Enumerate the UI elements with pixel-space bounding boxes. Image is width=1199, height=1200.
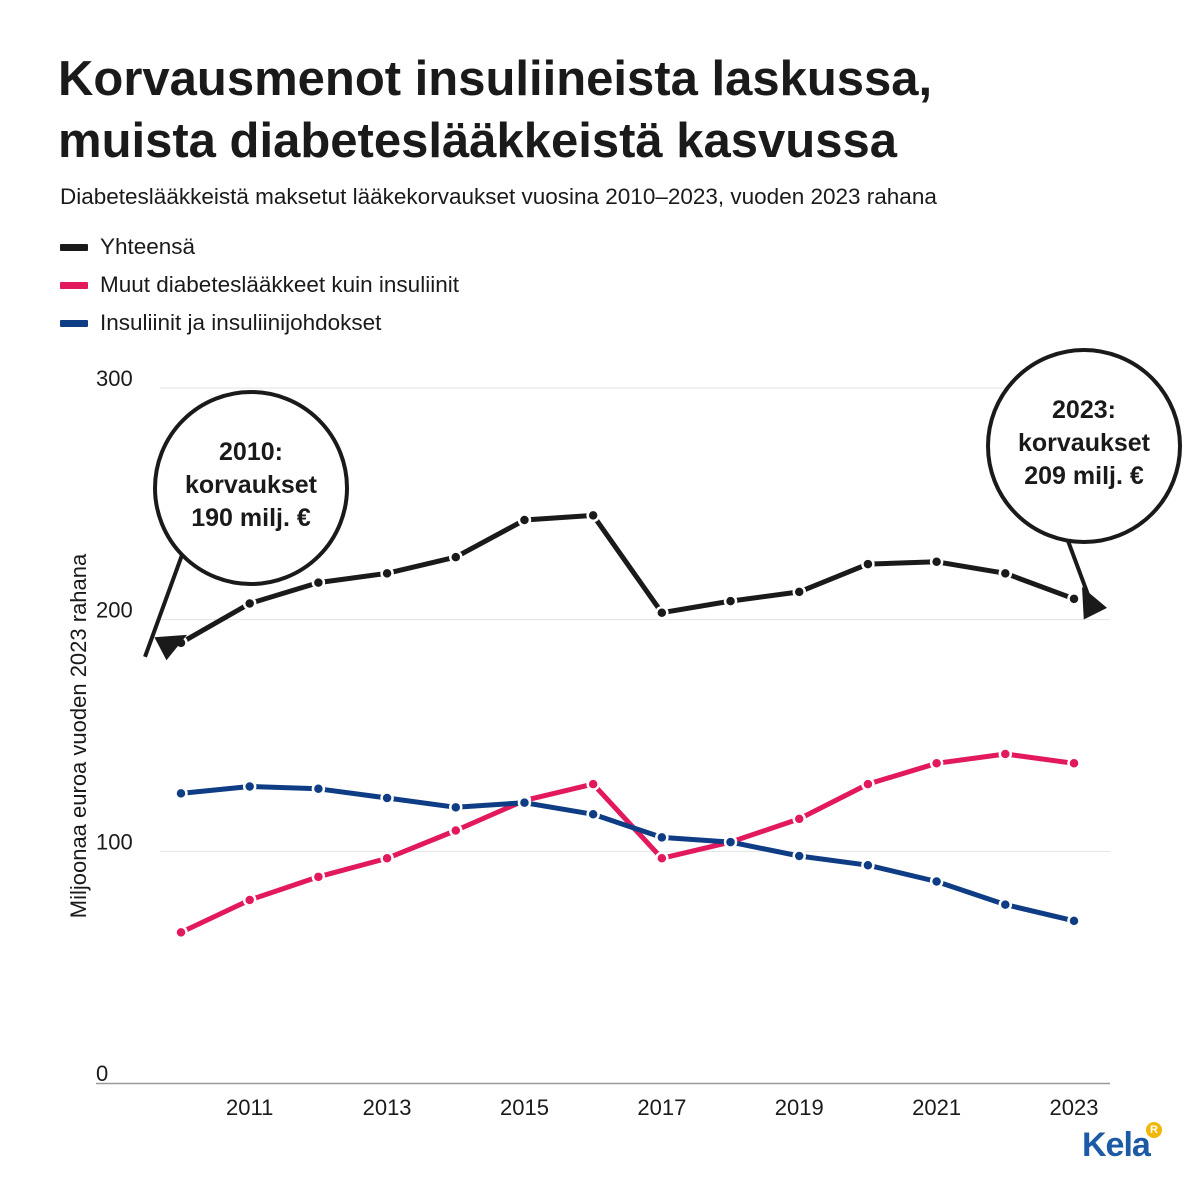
data-point [586, 508, 600, 523]
series-line-0 [178, 512, 1077, 646]
series-line-2 [178, 784, 1077, 924]
callout-text: korvaukset [1018, 429, 1151, 457]
y-axis-title: Miljoonaa euroa vuoden 2023 rahana [66, 553, 91, 918]
callout-text: 2010: [219, 438, 283, 466]
series-line-1 [178, 751, 1077, 935]
data-point [998, 747, 1013, 761]
callout-connector [143, 554, 184, 658]
x-tick-label: 2011 [226, 1095, 273, 1120]
callout-text: 2023: [1052, 396, 1116, 424]
data-point [517, 513, 532, 527]
data-point [861, 858, 875, 872]
y-tick-label: 0 [96, 1061, 108, 1086]
callout-bubble [153, 390, 349, 586]
data-point [380, 566, 394, 581]
x-tick-label: 2015 [500, 1095, 549, 1120]
data-point [1067, 592, 1081, 606]
callout-text: korvaukset [185, 471, 318, 499]
chart-subtitle: Diabeteslääkkeistä maksetut lääkekorvauk… [60, 184, 937, 209]
data-point [311, 782, 326, 796]
callout-arrowhead [1082, 586, 1108, 620]
kela-logo: Kela [1082, 1126, 1151, 1164]
data-point [655, 830, 669, 845]
data-point [449, 823, 463, 838]
x-tick-label: 2019 [775, 1095, 824, 1120]
legend-item-other-drugs: Muut diabeteslääkkeet kuin insuliinit [60, 266, 459, 304]
kela-logo-badge: R [1146, 1122, 1162, 1138]
data-point [929, 756, 944, 771]
legend-label-total: Yhteensä [100, 234, 196, 259]
legend: Yhteensä Muut diabeteslääkkeet kuin insu… [60, 228, 459, 342]
data-point [792, 812, 806, 826]
data-point [655, 605, 669, 620]
data-point [655, 851, 669, 866]
data-point [723, 594, 738, 608]
y-tick-label: 200 [96, 598, 133, 623]
data-point [242, 596, 257, 611]
data-point [174, 925, 188, 940]
callout-arrowhead [154, 634, 187, 661]
data-point [586, 777, 600, 791]
chart-title-line-2: muista diabeteslääkkeistä kasvussa [58, 114, 897, 168]
data-point [311, 870, 326, 884]
data-point [929, 874, 944, 889]
data-point [242, 893, 257, 907]
legend-item-insulins: Insuliinit ja insuliinijohdokset [60, 304, 459, 342]
x-tick-label: 2023 [1050, 1095, 1099, 1120]
data-point [586, 807, 600, 822]
data-point [517, 795, 532, 810]
data-point [861, 557, 875, 571]
x-tick-label: 2013 [363, 1095, 412, 1120]
legend-item-total: Yhteensä [60, 228, 459, 266]
legend-label-insulins: Insuliinit ja insuliinijohdokset [100, 310, 382, 335]
callout-bubble [986, 348, 1182, 544]
legend-swatch-other-drugs [60, 281, 88, 289]
data-point [174, 786, 188, 801]
y-tick-label: 100 [96, 829, 133, 854]
data-point [449, 550, 463, 564]
data-point [311, 575, 326, 590]
data-point [449, 800, 463, 815]
x-tick-label: 2017 [637, 1095, 686, 1120]
data-point [998, 566, 1013, 581]
data-point [929, 555, 944, 569]
legend-label-other-drugs: Muut diabeteslääkkeet kuin insuliinit [100, 272, 459, 297]
callout-text: 190 milj. € [191, 504, 311, 532]
legend-swatch-total [60, 243, 88, 251]
data-point [723, 835, 738, 849]
data-point [242, 779, 257, 794]
data-point [998, 897, 1013, 912]
data-point [1067, 756, 1081, 771]
data-point [380, 791, 394, 805]
legend-swatch-insulins [60, 319, 88, 327]
data-point [792, 849, 806, 863]
x-tick-label: 2021 [912, 1095, 961, 1120]
data-point [380, 851, 394, 866]
chart-title-line-1: Korvausmenot insuliineista laskussa, [58, 52, 933, 106]
callout-text: 209 milj. € [1024, 462, 1144, 490]
y-tick-label: 300 [96, 366, 133, 391]
data-point [1067, 914, 1081, 928]
chart-title: Korvausmenot insuliineista laskussa, mui… [58, 48, 1168, 172]
data-point [792, 585, 806, 599]
data-point [861, 777, 875, 791]
